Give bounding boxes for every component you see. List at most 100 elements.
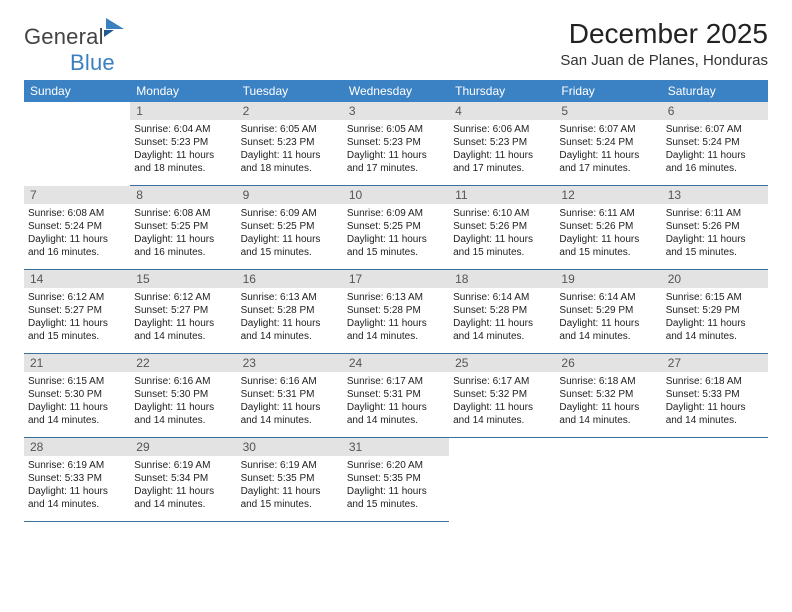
logo-part1: General: [24, 24, 104, 49]
logo-part2: Blue: [70, 50, 115, 76]
calendar-cell: 21Sunrise: 6:15 AMSunset: 5:30 PMDayligh…: [24, 354, 130, 438]
day-number: 24: [343, 354, 449, 372]
day-details: Sunrise: 6:11 AMSunset: 5:26 PMDaylight:…: [662, 204, 768, 262]
day-number: 15: [130, 270, 236, 288]
day-details: Sunrise: 6:12 AMSunset: 5:27 PMDaylight:…: [24, 288, 130, 346]
day-number: 5: [555, 102, 661, 120]
weekday-header: Wednesday: [343, 80, 449, 102]
day-number: 27: [662, 354, 768, 372]
calendar-cell: 19Sunrise: 6:14 AMSunset: 5:29 PMDayligh…: [555, 270, 661, 354]
calendar-cell: 16Sunrise: 6:13 AMSunset: 5:28 PMDayligh…: [237, 270, 343, 354]
calendar-cell: 9Sunrise: 6:09 AMSunset: 5:25 PMDaylight…: [237, 186, 343, 270]
day-number: 8: [130, 186, 236, 204]
day-details: Sunrise: 6:07 AMSunset: 5:24 PMDaylight:…: [555, 120, 661, 178]
day-details: Sunrise: 6:15 AMSunset: 5:29 PMDaylight:…: [662, 288, 768, 346]
day-details: Sunrise: 6:19 AMSunset: 5:33 PMDaylight:…: [24, 456, 130, 514]
day-number: 23: [237, 354, 343, 372]
day-details: Sunrise: 6:05 AMSunset: 5:23 PMDaylight:…: [237, 120, 343, 178]
calendar-cell: 18Sunrise: 6:14 AMSunset: 5:28 PMDayligh…: [449, 270, 555, 354]
calendar-cell: [662, 438, 768, 522]
calendar-table: SundayMondayTuesdayWednesdayThursdayFrid…: [24, 80, 768, 522]
day-number: 1: [130, 102, 236, 120]
calendar-cell: [555, 438, 661, 522]
day-details: Sunrise: 6:09 AMSunset: 5:25 PMDaylight:…: [343, 204, 449, 262]
day-number: 16: [237, 270, 343, 288]
calendar-cell: 6Sunrise: 6:07 AMSunset: 5:24 PMDaylight…: [662, 102, 768, 186]
day-number: 12: [555, 186, 661, 204]
calendar-week-row: 7Sunrise: 6:08 AMSunset: 5:24 PMDaylight…: [24, 186, 768, 270]
day-number: 11: [449, 186, 555, 204]
calendar-cell: 11Sunrise: 6:10 AMSunset: 5:26 PMDayligh…: [449, 186, 555, 270]
day-details: Sunrise: 6:16 AMSunset: 5:31 PMDaylight:…: [237, 372, 343, 430]
day-number: 17: [343, 270, 449, 288]
calendar-cell: 2Sunrise: 6:05 AMSunset: 5:23 PMDaylight…: [237, 102, 343, 186]
calendar-cell: 4Sunrise: 6:06 AMSunset: 5:23 PMDaylight…: [449, 102, 555, 186]
calendar-cell: [449, 438, 555, 522]
day-number: 10: [343, 186, 449, 204]
day-number: 20: [662, 270, 768, 288]
day-number: 31: [343, 438, 449, 456]
day-details: Sunrise: 6:08 AMSunset: 5:25 PMDaylight:…: [130, 204, 236, 262]
calendar-cell: 15Sunrise: 6:12 AMSunset: 5:27 PMDayligh…: [130, 270, 236, 354]
day-number: 7: [24, 186, 130, 204]
day-number: 4: [449, 102, 555, 120]
calendar-body: 1Sunrise: 6:04 AMSunset: 5:23 PMDaylight…: [24, 102, 768, 522]
month-title: December 2025: [560, 18, 768, 50]
calendar-cell: 12Sunrise: 6:11 AMSunset: 5:26 PMDayligh…: [555, 186, 661, 270]
day-number: 9: [237, 186, 343, 204]
day-number: 22: [130, 354, 236, 372]
calendar-cell: 14Sunrise: 6:12 AMSunset: 5:27 PMDayligh…: [24, 270, 130, 354]
day-details: Sunrise: 6:13 AMSunset: 5:28 PMDaylight:…: [237, 288, 343, 346]
day-details: Sunrise: 6:09 AMSunset: 5:25 PMDaylight:…: [237, 204, 343, 262]
calendar-week-row: 14Sunrise: 6:12 AMSunset: 5:27 PMDayligh…: [24, 270, 768, 354]
day-number: 13: [662, 186, 768, 204]
day-details: Sunrise: 6:19 AMSunset: 5:34 PMDaylight:…: [130, 456, 236, 514]
calendar-cell: 3Sunrise: 6:05 AMSunset: 5:23 PMDaylight…: [343, 102, 449, 186]
calendar-cell: 24Sunrise: 6:17 AMSunset: 5:31 PMDayligh…: [343, 354, 449, 438]
day-details: Sunrise: 6:19 AMSunset: 5:35 PMDaylight:…: [237, 456, 343, 514]
day-details: Sunrise: 6:07 AMSunset: 5:24 PMDaylight:…: [662, 120, 768, 178]
day-details: Sunrise: 6:18 AMSunset: 5:33 PMDaylight:…: [662, 372, 768, 430]
calendar-cell: 31Sunrise: 6:20 AMSunset: 5:35 PMDayligh…: [343, 438, 449, 522]
calendar-week-row: 28Sunrise: 6:19 AMSunset: 5:33 PMDayligh…: [24, 438, 768, 522]
weekday-header: Saturday: [662, 80, 768, 102]
calendar-cell: 8Sunrise: 6:08 AMSunset: 5:25 PMDaylight…: [130, 186, 236, 270]
day-number: 18: [449, 270, 555, 288]
day-number: 26: [555, 354, 661, 372]
weekday-header: Tuesday: [237, 80, 343, 102]
calendar-cell: 10Sunrise: 6:09 AMSunset: 5:25 PMDayligh…: [343, 186, 449, 270]
day-details: Sunrise: 6:15 AMSunset: 5:30 PMDaylight:…: [24, 372, 130, 430]
day-details: Sunrise: 6:16 AMSunset: 5:30 PMDaylight:…: [130, 372, 236, 430]
logo-triangle-icon: [106, 18, 124, 29]
weekday-header: Monday: [130, 80, 236, 102]
day-details: Sunrise: 6:17 AMSunset: 5:32 PMDaylight:…: [449, 372, 555, 430]
day-details: Sunrise: 6:14 AMSunset: 5:28 PMDaylight:…: [449, 288, 555, 346]
weekday-header: Sunday: [24, 80, 130, 102]
location: San Juan de Planes, Honduras: [560, 52, 768, 69]
day-details: Sunrise: 6:13 AMSunset: 5:28 PMDaylight:…: [343, 288, 449, 346]
day-number: 29: [130, 438, 236, 456]
calendar-cell: 5Sunrise: 6:07 AMSunset: 5:24 PMDaylight…: [555, 102, 661, 186]
calendar-week-row: 1Sunrise: 6:04 AMSunset: 5:23 PMDaylight…: [24, 102, 768, 186]
calendar-cell: 25Sunrise: 6:17 AMSunset: 5:32 PMDayligh…: [449, 354, 555, 438]
day-details: Sunrise: 6:08 AMSunset: 5:24 PMDaylight:…: [24, 204, 130, 262]
calendar-cell: 28Sunrise: 6:19 AMSunset: 5:33 PMDayligh…: [24, 438, 130, 522]
day-number: 2: [237, 102, 343, 120]
logo-text: General Blue: [24, 24, 124, 76]
calendar-cell: 30Sunrise: 6:19 AMSunset: 5:35 PMDayligh…: [237, 438, 343, 522]
calendar-cell: 1Sunrise: 6:04 AMSunset: 5:23 PMDaylight…: [130, 102, 236, 186]
day-details: Sunrise: 6:11 AMSunset: 5:26 PMDaylight:…: [555, 204, 661, 262]
calendar-cell: 13Sunrise: 6:11 AMSunset: 5:26 PMDayligh…: [662, 186, 768, 270]
day-number: 21: [24, 354, 130, 372]
day-number: 19: [555, 270, 661, 288]
calendar-cell: 17Sunrise: 6:13 AMSunset: 5:28 PMDayligh…: [343, 270, 449, 354]
calendar-cell: 27Sunrise: 6:18 AMSunset: 5:33 PMDayligh…: [662, 354, 768, 438]
calendar-cell: 23Sunrise: 6:16 AMSunset: 5:31 PMDayligh…: [237, 354, 343, 438]
day-details: Sunrise: 6:12 AMSunset: 5:27 PMDaylight:…: [130, 288, 236, 346]
day-details: Sunrise: 6:17 AMSunset: 5:31 PMDaylight:…: [343, 372, 449, 430]
day-number: 6: [662, 102, 768, 120]
day-details: Sunrise: 6:20 AMSunset: 5:35 PMDaylight:…: [343, 456, 449, 514]
calendar-cell: 7Sunrise: 6:08 AMSunset: 5:24 PMDaylight…: [24, 186, 130, 270]
day-details: Sunrise: 6:14 AMSunset: 5:29 PMDaylight:…: [555, 288, 661, 346]
day-number: 14: [24, 270, 130, 288]
